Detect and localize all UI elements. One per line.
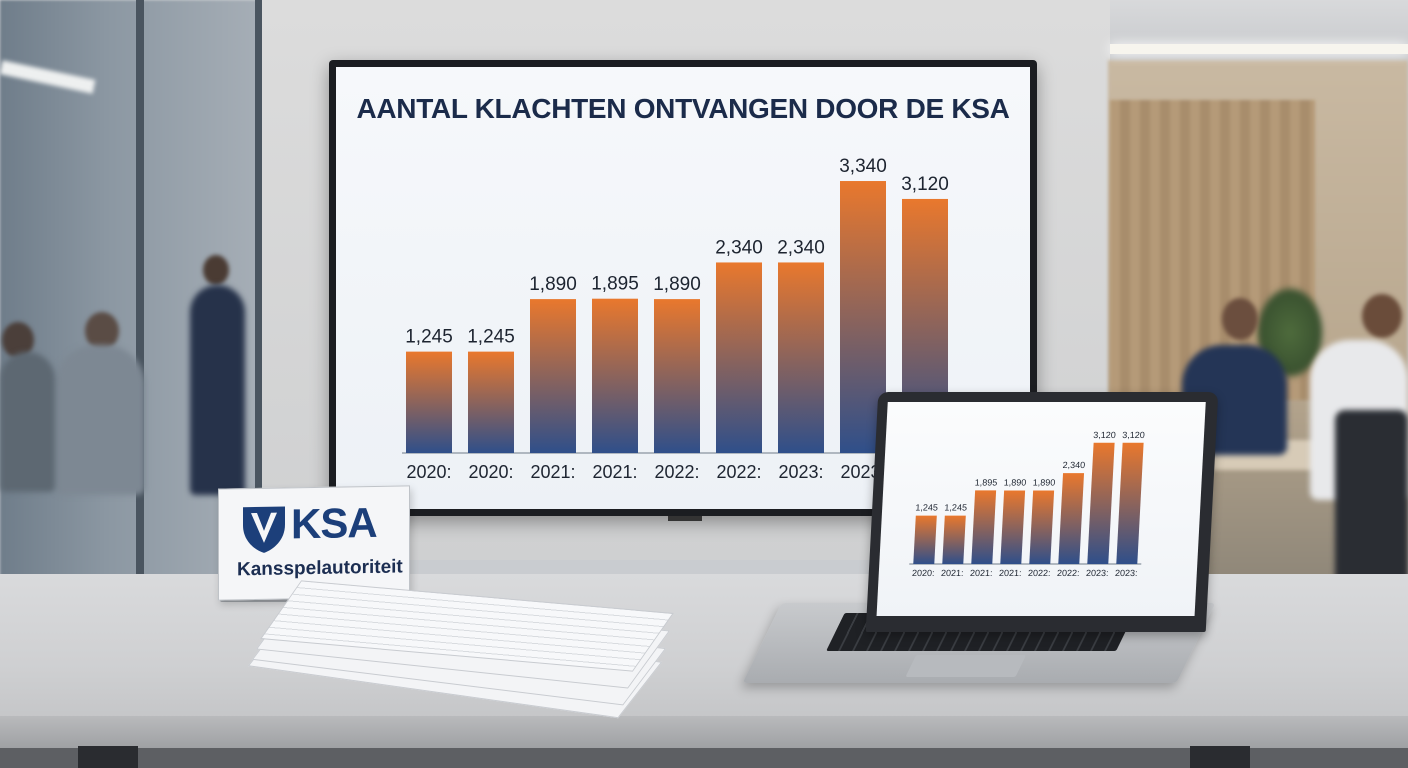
- person-seated: [0, 352, 55, 492]
- person-head: [203, 255, 229, 285]
- ceiling-light: [1110, 44, 1408, 54]
- chart-data-label: 1,890: [1004, 478, 1027, 488]
- chart-tick-label: 2020:: [406, 462, 451, 482]
- chart-tick-label: 2023:: [778, 462, 823, 482]
- chart-bar: [942, 515, 966, 564]
- chart-data-label: 1,890: [653, 274, 701, 295]
- chart-data-label: 3,120: [901, 174, 949, 195]
- office-chair: [1335, 410, 1408, 590]
- person-head: [85, 312, 119, 350]
- chart-bar: [468, 351, 514, 453]
- person-head: [1222, 298, 1258, 340]
- floor: [0, 746, 1408, 768]
- laptop-screen: 1,245 2020: 1,245 2021: 1,895 2021: 1,890 2021:…: [876, 402, 1206, 616]
- chart-bar: [778, 262, 824, 453]
- sign-subtitle: Kansspelautoriteit: [237, 556, 403, 581]
- chart-tick-label: 2021:: [941, 568, 964, 578]
- chart-tick-label: 2020:: [468, 462, 513, 482]
- chart-data-label: 3,120: [1093, 430, 1116, 440]
- person-standing: [190, 285, 245, 495]
- chart-bar: [1029, 490, 1055, 564]
- chart-data-label: 1,245: [405, 327, 453, 348]
- chart-data-label: 2,340: [777, 237, 825, 258]
- paper-stack: [247, 580, 674, 719]
- chart-bar: [530, 299, 576, 453]
- chart-tick-label: 2022:: [1028, 568, 1051, 578]
- sign-brand: KSA: [291, 498, 377, 548]
- chart-bar: [913, 515, 937, 564]
- chart-data-label: 1,895: [591, 274, 639, 295]
- chart-data-label: 1,245: [944, 503, 967, 513]
- chart-title: AANTAL KLACHTEN ONTVANGEN DOOR DE KSA: [356, 93, 1010, 124]
- chart-tick-label: 2020:: [912, 568, 935, 578]
- chart-data-label: 2,340: [715, 237, 763, 258]
- glass-frame: [136, 0, 144, 640]
- chart-bar: [1116, 442, 1144, 564]
- chart-bar: [654, 299, 700, 453]
- chart-tick-label: 2021:: [999, 568, 1022, 578]
- laptop-bar-chart: 1,245 2020: 1,245 2021: 1,895 2021: 1,890 2021:…: [909, 430, 1145, 578]
- table-edge: [0, 716, 1408, 748]
- chart-bar: [716, 262, 762, 453]
- table-leg: [78, 746, 138, 768]
- chart-bar: [971, 490, 997, 564]
- chart-tick-label: 2021:: [530, 462, 575, 482]
- chart-tick-label: 2021:: [970, 568, 993, 578]
- chart-bar: [1000, 490, 1026, 564]
- chart-tick-label: 2022:: [1057, 568, 1080, 578]
- chart-tick-label: 2023:: [1086, 568, 1109, 578]
- chart-data-label: 3,340: [839, 156, 887, 177]
- laptop-lid: 1,245 2020: 1,245 2021: 1,895 2021: 1,890 2021:…: [865, 392, 1219, 632]
- person-head: [1362, 294, 1402, 338]
- chart-bar: [1058, 473, 1085, 564]
- chart-data-label: 2,340: [1062, 460, 1085, 470]
- chart-data-label: 3,120: [1122, 430, 1145, 440]
- chart-tick-label: 2022:: [654, 462, 699, 482]
- chart-data-label: 1,890: [1033, 478, 1056, 488]
- table-leg: [1190, 746, 1250, 768]
- laptop-trackpad: [905, 655, 1027, 677]
- tv-mount: [668, 516, 702, 521]
- ksa-name-sign: KSA Kansspelautoriteit: [218, 485, 410, 601]
- chart-bar: [592, 298, 638, 453]
- ksa-shield-icon: [243, 506, 285, 553]
- chart-tick-label: 2023:: [1115, 568, 1138, 578]
- chart-data-label: 1,245: [467, 327, 515, 348]
- person-seated: [55, 345, 145, 495]
- chart-data-label: 1,245: [915, 503, 938, 513]
- glass-frame: [255, 0, 263, 640]
- chart-data-label: 1,890: [529, 274, 577, 295]
- chart-tick-label: 2021:: [592, 462, 637, 482]
- chart-bar: [1087, 442, 1115, 564]
- chart-tick-label: 2022:: [716, 462, 761, 482]
- chart-data-label: 1,895: [975, 477, 998, 487]
- chart-bar: [406, 351, 452, 453]
